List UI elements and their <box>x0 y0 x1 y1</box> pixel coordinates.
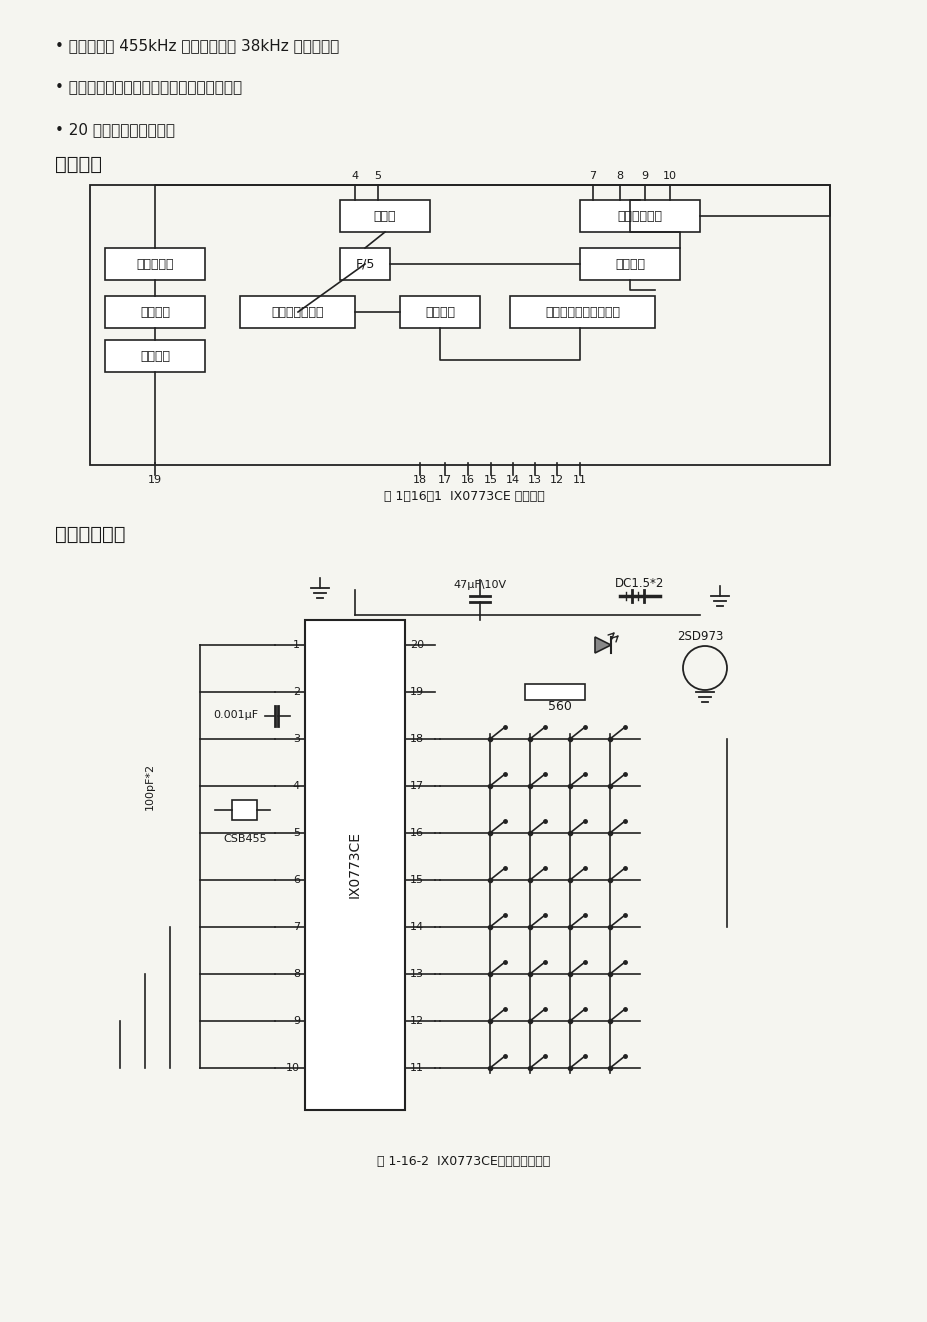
Polygon shape <box>594 637 610 653</box>
Text: 13: 13 <box>410 969 424 980</box>
Text: 图 1－16－1  IX0773CE 逻辑框图: 图 1－16－1 IX0773CE 逻辑框图 <box>383 490 544 502</box>
Text: 4: 4 <box>351 171 358 181</box>
Text: 18: 18 <box>413 475 426 485</box>
Text: 扫描信号发生器: 扫描信号发生器 <box>271 305 324 319</box>
Text: 记岆电路: 记岆电路 <box>425 305 454 319</box>
Bar <box>510 296 654 328</box>
Text: F/5: F/5 <box>355 258 375 271</box>
Text: • 振荡电路与 455kHz 晶体共同产生 38kHz 定时信号。: • 振荡电路与 455kHz 晶体共同产生 38kHz 定时信号。 <box>55 38 339 53</box>
Text: 8: 8 <box>293 969 299 980</box>
Text: 8: 8 <box>616 171 623 181</box>
Text: 键盘输入电路: 键盘输入电路 <box>616 209 662 222</box>
Text: 9: 9 <box>293 1017 299 1026</box>
Text: CSB455: CSB455 <box>223 834 267 845</box>
Bar <box>105 296 205 328</box>
Text: 5: 5 <box>293 828 299 838</box>
Text: 7: 7 <box>293 921 299 932</box>
Text: 数据控制器: 数据控制器 <box>136 258 173 271</box>
Text: 15: 15 <box>410 875 424 884</box>
Text: 调制电路: 调制电路 <box>140 305 170 319</box>
Bar <box>339 249 389 280</box>
Bar <box>579 249 679 280</box>
Text: 19: 19 <box>410 687 424 697</box>
Text: 9: 9 <box>641 171 648 181</box>
Text: 11: 11 <box>572 475 587 485</box>
Text: 15: 15 <box>484 475 498 485</box>
Text: 19: 19 <box>147 475 162 485</box>
Text: 4: 4 <box>293 781 299 791</box>
Text: 12: 12 <box>550 475 564 485</box>
Bar <box>90 185 829 465</box>
Text: 100pF*2: 100pF*2 <box>145 763 155 809</box>
Text: 输出电路: 输出电路 <box>140 349 170 362</box>
Text: 7: 7 <box>589 171 596 181</box>
Text: • 20 脚双列直插式封装。: • 20 脚双列直插式封装。 <box>55 122 175 137</box>
Text: 18: 18 <box>410 734 424 744</box>
Text: 6: 6 <box>293 875 299 884</box>
Text: 20: 20 <box>410 640 424 650</box>
Text: 13: 13 <box>527 475 541 485</box>
Bar <box>579 200 699 231</box>
Text: DC1.5*2: DC1.5*2 <box>615 576 664 590</box>
Text: 560: 560 <box>548 701 571 714</box>
Text: 16: 16 <box>461 475 475 485</box>
Bar <box>305 620 404 1110</box>
Bar <box>525 683 584 701</box>
Bar <box>400 296 479 328</box>
Text: 10: 10 <box>286 1063 299 1073</box>
Text: 10: 10 <box>662 171 677 181</box>
Bar <box>232 800 257 820</box>
Text: 2: 2 <box>293 687 299 697</box>
Text: 1: 1 <box>293 640 299 650</box>
Text: 11: 11 <box>410 1063 424 1073</box>
Text: 14: 14 <box>505 475 519 485</box>
Text: 2SD973: 2SD973 <box>676 629 722 642</box>
Text: 多键同时按下防止电路: 多键同时按下防止电路 <box>544 305 619 319</box>
Text: 16: 16 <box>410 828 424 838</box>
Text: 典型应用电路: 典型应用电路 <box>55 525 125 543</box>
Text: 14: 14 <box>410 921 424 932</box>
Text: 17: 17 <box>410 781 424 791</box>
Text: 振荡器: 振荡器 <box>374 209 396 222</box>
Text: 12: 12 <box>410 1017 424 1026</box>
Text: • 能防止多个按键同时按下而引起的误动作。: • 能防止多个按键同时按下而引起的误动作。 <box>55 81 242 95</box>
Text: 3: 3 <box>293 734 299 744</box>
Bar <box>339 200 429 231</box>
Text: 逻辑框图: 逻辑框图 <box>55 155 102 175</box>
Text: 47μF\10V: 47μF\10V <box>453 580 506 590</box>
Text: IX0773CE: IX0773CE <box>348 832 362 899</box>
Bar <box>105 340 205 371</box>
Text: 5: 5 <box>375 171 381 181</box>
Bar <box>105 249 205 280</box>
Bar <box>240 296 355 328</box>
Text: 图 1-16-2  IX0773CE典型应用电路图: 图 1-16-2 IX0773CE典型应用电路图 <box>377 1155 550 1169</box>
Text: 0.001μF: 0.001μF <box>212 710 258 720</box>
Text: 17: 17 <box>438 475 451 485</box>
Text: 编码电路: 编码电路 <box>615 258 644 271</box>
